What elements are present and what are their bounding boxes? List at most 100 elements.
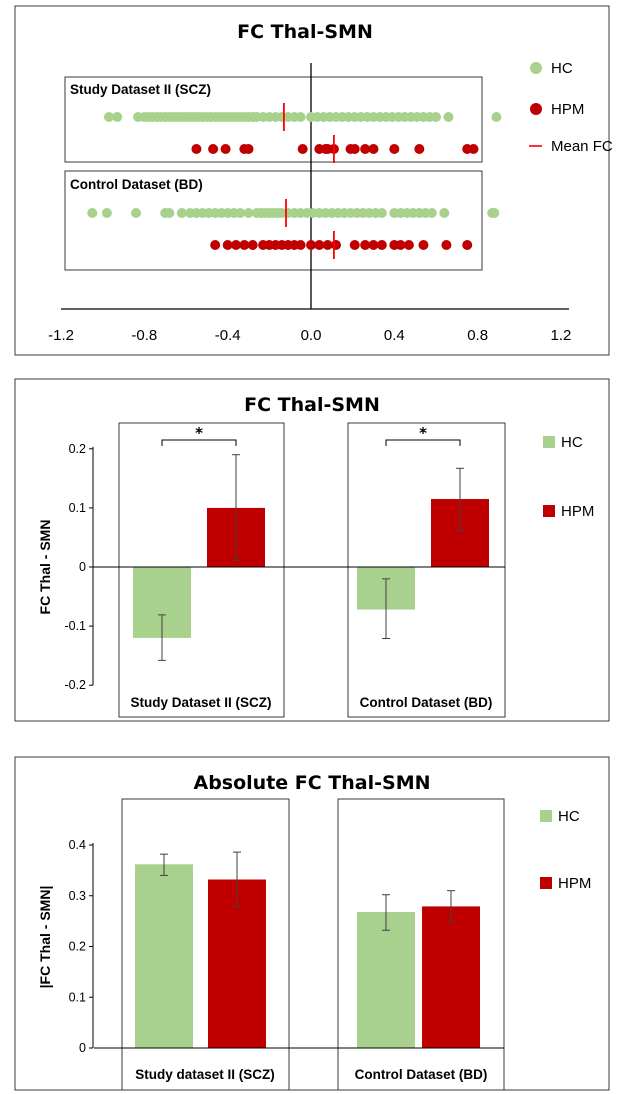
significance-star: * [419, 424, 427, 442]
scatter-group-box-bd [64, 170, 483, 271]
hpm-point [295, 240, 306, 250]
significance-star: * [195, 424, 203, 442]
hpm-point [231, 240, 242, 250]
hpm-point [191, 144, 202, 154]
legend-hc-label: HC [551, 60, 573, 77]
scatter-points [87, 112, 502, 250]
hc-point [87, 208, 98, 218]
panel-2-legend: HC HPM [543, 434, 594, 520]
legend-hc-marker [543, 436, 555, 448]
panel-2-frame [14, 378, 610, 722]
panel-3-ylabel: |FC Thal - SMN| [37, 886, 53, 989]
y-tick-label: 0.2 [69, 442, 86, 456]
panel-2-error-bars [158, 454, 464, 661]
hpm-point [441, 240, 452, 250]
abs-group-box-scz [121, 798, 290, 1091]
panel-3-frame [14, 756, 610, 1091]
panel-1-title: FC Thal-SMN [237, 21, 373, 43]
abs-category-label-scz: Study dataset II (SCZ) [135, 1067, 275, 1082]
hpm-point [349, 240, 360, 250]
hpm-point [403, 240, 414, 250]
legend-hpm-label: HPM [558, 875, 591, 892]
panel-2-significance: * * [161, 424, 461, 446]
hpm-point [306, 240, 316, 250]
scatter-x-tick-labels: -1.2 -0.8 -0.4 0.0 0.4 0.8 1.2 [48, 327, 571, 344]
abs-group-box-bd [337, 798, 505, 1091]
panel-3-error-bars [160, 851, 455, 931]
hc-point [376, 208, 387, 218]
panel-2-title: FC Thal-SMN [244, 394, 380, 416]
hpm-point [349, 144, 360, 154]
hpm-point [368, 144, 379, 154]
hc-point [295, 112, 306, 122]
panel-2-bars [133, 499, 489, 638]
hc-bar [357, 911, 415, 1048]
hpm-point [368, 240, 379, 250]
hc-point [101, 208, 112, 218]
hpm-bar [208, 879, 266, 1048]
hc-point [164, 208, 175, 218]
hpm-point [414, 144, 425, 154]
hc-point [491, 112, 502, 122]
y-tick-label: 0 [79, 560, 86, 574]
hpm-point [208, 144, 219, 154]
x-tick-label: 0.4 [384, 327, 405, 344]
hpm-point [395, 240, 406, 250]
scatter-mean-lines [283, 103, 335, 259]
panel-bar-absolute: Absolute FC Thal-SMN |FC Thal - SMN| 0.4… [14, 756, 610, 1091]
hpm-point [468, 144, 479, 154]
legend-hpm-label: HPM [561, 503, 594, 520]
y-tick-label: 0.3 [69, 889, 86, 903]
hpm-point [360, 144, 371, 154]
x-tick-label: 1.2 [551, 327, 572, 344]
x-tick-label: -0.8 [131, 327, 157, 344]
hc-point [430, 112, 441, 122]
hpm-point [418, 240, 429, 250]
hc-point [176, 208, 187, 218]
hc-point [243, 208, 254, 218]
hpm-point [360, 240, 371, 250]
hpm-bar [422, 906, 480, 1048]
hpm-point [330, 240, 341, 250]
hpm-point [239, 240, 250, 250]
panel-scatter: FC Thal-SMN Study Dataset II (SCZ) Contr… [14, 5, 613, 356]
panel-1-frame [14, 5, 610, 356]
hc-point [131, 208, 142, 218]
bar-group-box-scz [118, 422, 285, 718]
bar-category-label-bd: Control Dataset (BD) [360, 695, 493, 710]
hc-point [235, 208, 246, 218]
y-tick-label: -0.1 [64, 619, 86, 633]
hpm-point [462, 240, 473, 250]
y-tick-label: 0.4 [69, 838, 86, 852]
legend-hpm-label: HPM [551, 101, 584, 118]
significance-bracket [385, 439, 461, 446]
hpm-point [376, 240, 387, 250]
hc-point [489, 208, 500, 218]
y-tick-label: 0.2 [69, 940, 86, 954]
panel-3-bars [135, 864, 480, 1048]
scatter-group-label-scz: Study Dataset II (SCZ) [70, 82, 211, 97]
y-tick-label: 0.1 [69, 990, 86, 1004]
legend-hc-marker [540, 810, 552, 822]
hpm-point [314, 240, 325, 250]
hpm-point [247, 240, 258, 250]
legend-hc-label: HC [558, 808, 580, 825]
panel-2-ylabel: FC Thal - SMN [37, 520, 53, 615]
y-tick-label: 0.1 [69, 501, 86, 515]
scatter-group-label-bd: Control Dataset (BD) [70, 177, 203, 192]
hpm-point [210, 240, 221, 250]
legend-hc-marker [530, 62, 542, 74]
panel-3-y-tick-labels: 0.4 0.3 0.2 0.1 0 [69, 838, 94, 1055]
abs-category-label-bd: Control Dataset (BD) [355, 1067, 488, 1082]
hc-point [439, 208, 450, 218]
hpm-point [389, 144, 400, 154]
hpm-point [222, 240, 233, 250]
significance-bracket [161, 439, 237, 446]
hpm-point [220, 144, 231, 154]
hpm-point [297, 144, 308, 154]
legend-hc-label: HC [561, 434, 583, 451]
hc-bar [135, 864, 193, 1048]
x-tick-label: 0.8 [467, 327, 488, 344]
panel-3-title: Absolute FC Thal-SMN [193, 772, 430, 794]
